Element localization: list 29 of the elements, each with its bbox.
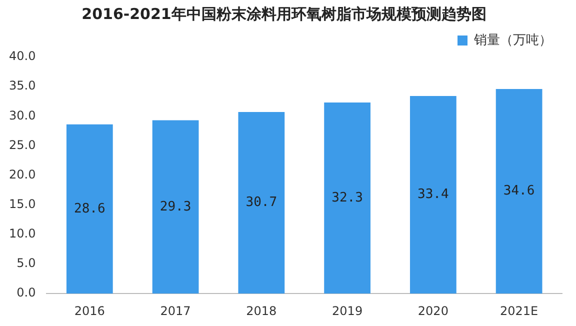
- bar: [324, 102, 370, 294]
- data-label: 28.6: [74, 201, 106, 216]
- y-tick-label: 25.0: [9, 138, 36, 152]
- y-tick-label: 35.0: [9, 78, 36, 93]
- x-tick-label: 2018: [246, 304, 277, 318]
- chart-title: 2016-2021年中国粉末涂料用环氧树脂市场规模预测趋势图: [82, 4, 486, 23]
- data-label: 33.4: [418, 187, 450, 202]
- y-tick-label: 10.0: [9, 226, 36, 241]
- bar: [66, 124, 113, 294]
- y-tick-label: 0.0: [16, 286, 36, 300]
- data-label: 32.3: [332, 190, 363, 206]
- x-tick-label: 2019: [332, 304, 363, 318]
- y-tick-label: 30.0: [9, 108, 36, 122]
- data-label: 30.7: [246, 195, 278, 210]
- bar: [152, 120, 199, 294]
- y-tick-label: 15.0: [9, 197, 36, 211]
- y-tick-label: 40.0: [9, 49, 36, 64]
- legend-label: 销量（万吨）: [473, 32, 552, 48]
- bar: [410, 96, 456, 294]
- x-tick-label: 2020: [418, 304, 448, 318]
- data-label: 29.3: [160, 199, 192, 214]
- x-tick-label: 2016: [74, 304, 105, 318]
- x-tick-label: 2017: [160, 304, 191, 318]
- y-tick-label: 5.0: [16, 256, 36, 270]
- bar: [238, 112, 285, 294]
- bar: [496, 88, 542, 294]
- data-label: 34.6: [503, 184, 535, 199]
- x-tick-label: 2021E: [500, 304, 538, 318]
- y-tick-label: 20.0: [9, 167, 36, 182]
